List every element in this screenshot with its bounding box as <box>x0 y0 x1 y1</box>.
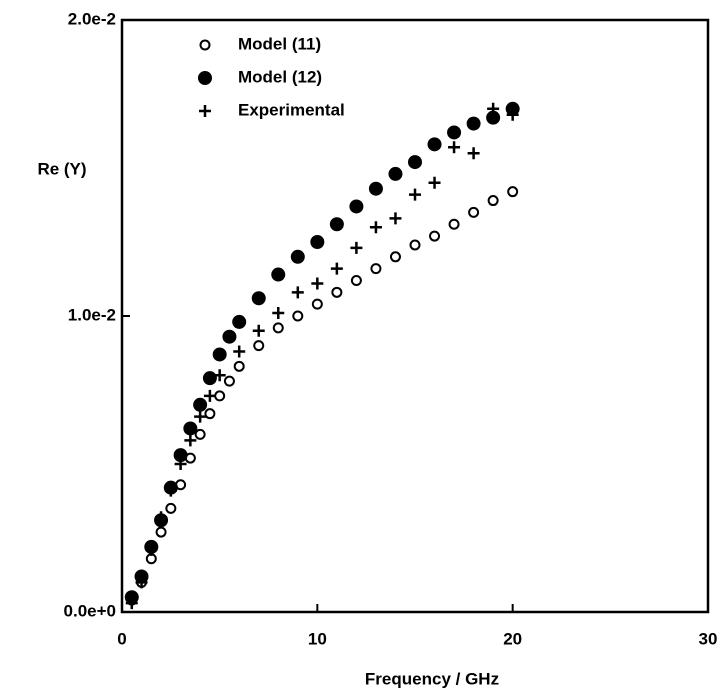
data-point <box>389 251 401 263</box>
y-tick-label: 2.0e-2 <box>68 9 116 28</box>
data-point <box>155 511 168 524</box>
data-point <box>271 267 286 282</box>
data-point <box>468 206 480 218</box>
data-point <box>193 397 208 412</box>
legend-label: Model (12) <box>238 67 322 86</box>
data-point <box>408 155 422 170</box>
data-point <box>389 212 402 225</box>
data-point <box>428 176 441 189</box>
data-point <box>222 329 237 344</box>
data-point <box>194 410 207 423</box>
data-point <box>487 195 499 207</box>
data-point <box>145 543 158 556</box>
x-tick-label: 10 <box>308 629 327 648</box>
data-point <box>409 239 421 251</box>
data-point <box>272 322 284 334</box>
data-point <box>125 597 138 610</box>
data-point <box>174 458 187 470</box>
x-axis-label: Frequency / GHz <box>365 669 499 688</box>
y-tick-label: 1.0e-2 <box>68 305 116 324</box>
data-point <box>467 147 480 160</box>
legend-label: Model (11) <box>238 34 321 53</box>
legend-marker <box>198 71 212 85</box>
data-point <box>155 526 167 538</box>
data-point <box>507 186 519 198</box>
data-point <box>330 262 343 275</box>
data-point <box>194 428 206 440</box>
data-point <box>292 310 304 322</box>
data-point <box>183 421 198 436</box>
data-point <box>202 371 217 386</box>
x-tick-label: 30 <box>699 629 718 648</box>
data-point <box>253 340 265 352</box>
data-point <box>184 434 197 447</box>
data-point <box>251 291 266 306</box>
data-point <box>233 360 245 372</box>
data-point <box>290 249 305 264</box>
data-point <box>329 217 344 232</box>
data-point <box>350 274 362 286</box>
y-axis-label: Re (Y) <box>37 159 86 178</box>
data-point <box>291 286 304 299</box>
data-point <box>310 235 325 249</box>
data-point <box>370 263 382 275</box>
data-point <box>369 221 382 234</box>
data-point <box>311 277 324 290</box>
data-point <box>409 188 421 201</box>
data-point <box>135 576 148 589</box>
data-point <box>506 108 519 121</box>
data-point <box>331 286 343 298</box>
data-point <box>349 199 364 214</box>
data-point <box>487 102 500 115</box>
x-tick-label: 0 <box>117 629 126 648</box>
legend-marker <box>199 39 211 51</box>
data-point <box>427 137 442 152</box>
data-point <box>223 375 235 387</box>
plot-frame <box>120 18 710 614</box>
data-point <box>448 218 460 230</box>
data-point <box>203 389 216 402</box>
legend-label: Experimental <box>238 100 345 119</box>
data-point <box>204 408 216 420</box>
data-point <box>214 390 226 402</box>
data-point <box>233 345 246 358</box>
x-tick-label: 20 <box>503 629 522 648</box>
y-tick-label: 0.0e+0 <box>64 601 116 620</box>
data-point <box>388 166 403 181</box>
data-point <box>350 241 363 254</box>
data-point <box>272 307 285 320</box>
legend-marker <box>199 105 211 117</box>
data-point <box>448 141 461 154</box>
data-point <box>165 502 177 514</box>
data-point <box>429 230 441 242</box>
data-point <box>466 116 481 131</box>
data-point <box>213 369 226 382</box>
data-point <box>232 314 247 329</box>
data-point <box>311 298 323 310</box>
data-point <box>252 324 265 337</box>
data-point <box>212 347 227 362</box>
data-point <box>368 181 383 196</box>
data-point <box>164 484 177 497</box>
data-point <box>447 125 462 140</box>
